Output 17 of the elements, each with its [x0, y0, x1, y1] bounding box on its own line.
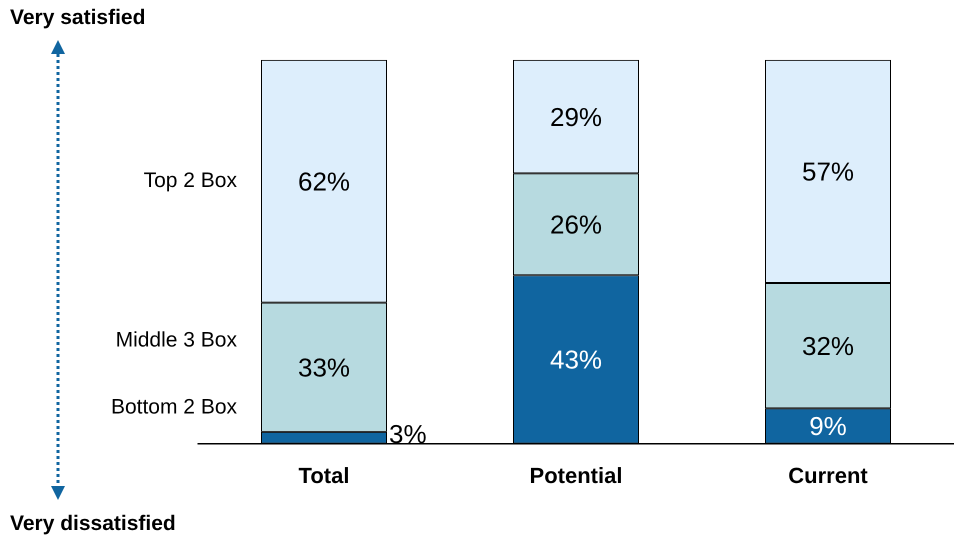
text: Very satisfied [10, 6, 146, 30]
data-label: 43% [550, 344, 602, 375]
data-label: 62% [298, 166, 350, 196]
series-label: Bottom 2 Box [110, 395, 238, 418]
data-label: 33% [298, 352, 350, 382]
series-label: Middle 3 Box [116, 328, 238, 352]
data-label: 32% [802, 330, 854, 361]
series-label: Top 2 Box [144, 169, 238, 192]
data-label: 57% [802, 156, 854, 187]
data-label: 26% [550, 209, 602, 240]
text: Very dissatisfied [10, 512, 176, 536]
x-tick-label: Potential [530, 462, 622, 488]
data-label: 3% [389, 418, 427, 449]
data-label: 9% [809, 411, 847, 442]
x-tick-label: Total [298, 462, 350, 488]
x-tick-label: Current [788, 462, 868, 488]
data-label: 29% [550, 102, 602, 132]
